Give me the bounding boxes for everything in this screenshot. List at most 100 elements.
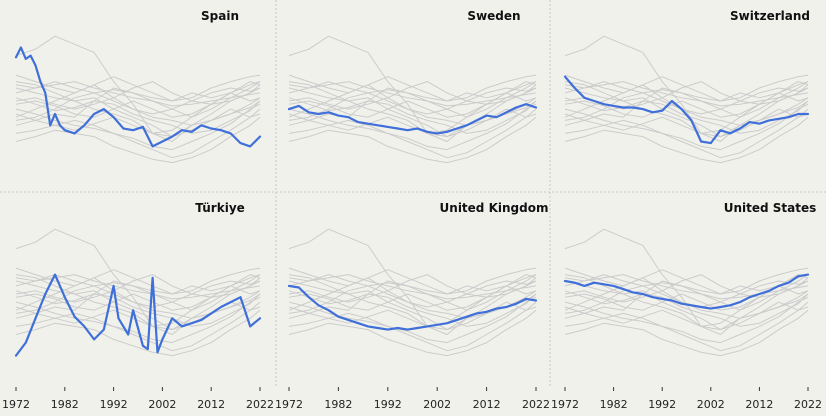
- panel-title: Switzerland: [730, 9, 810, 23]
- background-series-line: [288, 81, 537, 110]
- x-tick-label: 1972: [2, 398, 30, 411]
- background-series-line: [15, 280, 261, 314]
- background-series-line: [564, 274, 809, 300]
- background-series-line: [564, 81, 809, 107]
- background-series-line: [288, 274, 537, 300]
- highlight-series-line: [14, 273, 262, 357]
- x-tick-label: 1992: [100, 398, 128, 411]
- background-series-line: [288, 81, 537, 138]
- background-series-line: [288, 290, 537, 327]
- background-series-line: [15, 274, 261, 331]
- background-series-line: [15, 274, 261, 300]
- background-series-line: [15, 81, 261, 107]
- background-series-line: [288, 274, 537, 331]
- background-series-line: [564, 274, 809, 331]
- background-series-line: [564, 100, 809, 138]
- highlight-series-line: [563, 273, 810, 310]
- highlight-series-line: [563, 75, 810, 145]
- x-tick-label: 1982: [600, 398, 628, 411]
- highlight-series-line: [14, 46, 262, 148]
- panel-title: Türkiye: [195, 201, 245, 215]
- x-tick-label: 1982: [324, 398, 352, 411]
- background-series-line: [564, 116, 809, 164]
- background-series-line: [564, 274, 809, 303]
- x-tick-label: 2012: [197, 398, 225, 411]
- background-series-line: [288, 108, 537, 159]
- background-series-line: [288, 296, 537, 344]
- x-tick-label: 2002: [697, 398, 725, 411]
- background-series-line: [15, 35, 261, 142]
- background-series-line: [15, 274, 261, 295]
- x-tick-label: 2012: [745, 398, 773, 411]
- background-series-line: [15, 293, 261, 331]
- background-series-line: [564, 81, 809, 134]
- background-series-line: [288, 103, 537, 151]
- background-series-line: [288, 267, 537, 295]
- background-series-line: [564, 293, 809, 331]
- background-series-line: [564, 267, 809, 295]
- background-series-line: [564, 274, 809, 327]
- background-series-line: [288, 74, 537, 102]
- background-series-line: [15, 81, 261, 102]
- background-series-line: [15, 81, 261, 110]
- panel-spain: Spain: [14, 9, 262, 164]
- background-series-line: [564, 296, 809, 344]
- background-series-line: [288, 81, 537, 107]
- background-series-line: [564, 87, 809, 121]
- background-series-line: [288, 274, 537, 303]
- background-series-line: [15, 301, 261, 352]
- x-tick-label: 2022: [794, 398, 822, 411]
- panel-t-rkiye: Türkiye 1972 1982 1992 2002 2012 2022: [2, 201, 274, 411]
- x-tick-label: 2022: [246, 398, 274, 411]
- background-series-line: [15, 87, 261, 121]
- background-series-line: [288, 81, 537, 134]
- background-series-line: [564, 103, 809, 151]
- background-series-line: [564, 108, 809, 159]
- background-series-line: [564, 290, 809, 327]
- panel-title: Spain: [201, 9, 239, 23]
- background-series-line: [15, 74, 261, 102]
- background-series-line: [288, 81, 537, 102]
- x-tick-label: 1972: [551, 398, 579, 411]
- background-series-line: [288, 301, 537, 352]
- background-series-line: [15, 274, 261, 303]
- background-series-line: [288, 309, 537, 357]
- background-series-line: [15, 296, 261, 344]
- panel-switzerland: Switzerland: [563, 9, 810, 164]
- background-series-line: [564, 228, 809, 335]
- background-series-line: [288, 280, 537, 314]
- background-series-line: [564, 81, 809, 102]
- background-series-line: [288, 35, 537, 142]
- panel-united-kingdom: United Kingdom 1972 1982 1992 2002 2012 2022: [275, 201, 550, 411]
- x-tick-label: 1982: [51, 398, 79, 411]
- background-series-line: [15, 100, 261, 138]
- background-series-line: [15, 309, 261, 357]
- background-series-line: [564, 309, 809, 357]
- background-series-line: [288, 274, 537, 327]
- panel-sweden: Sweden: [287, 9, 538, 164]
- background-series-line: [15, 274, 261, 327]
- panel-title: United States: [724, 201, 817, 215]
- x-tick-label: 2002: [423, 398, 451, 411]
- background-series-line: [288, 87, 537, 121]
- background-series-line: [15, 116, 261, 164]
- background-series-line: [15, 97, 261, 134]
- highlight-series-line: [287, 103, 538, 135]
- x-tick-label: 2002: [148, 398, 176, 411]
- panel-title: United Kingdom: [440, 201, 549, 215]
- x-tick-label: 2012: [473, 398, 501, 411]
- background-series-line: [564, 97, 809, 134]
- x-tick-label: 1992: [648, 398, 676, 411]
- background-series-line: [15, 290, 261, 327]
- highlight-series-line: [287, 284, 538, 331]
- panel-united-states: United States 1972 1982 1992 2002 2012 2022: [551, 201, 822, 411]
- x-tick-label: 1972: [275, 398, 303, 411]
- background-series-line: [288, 116, 537, 164]
- background-series-line: [288, 97, 537, 134]
- background-series-line: [15, 81, 261, 138]
- background-series-line: [564, 74, 809, 102]
- x-tick-label: 1992: [374, 398, 402, 411]
- background-series-line: [288, 228, 537, 335]
